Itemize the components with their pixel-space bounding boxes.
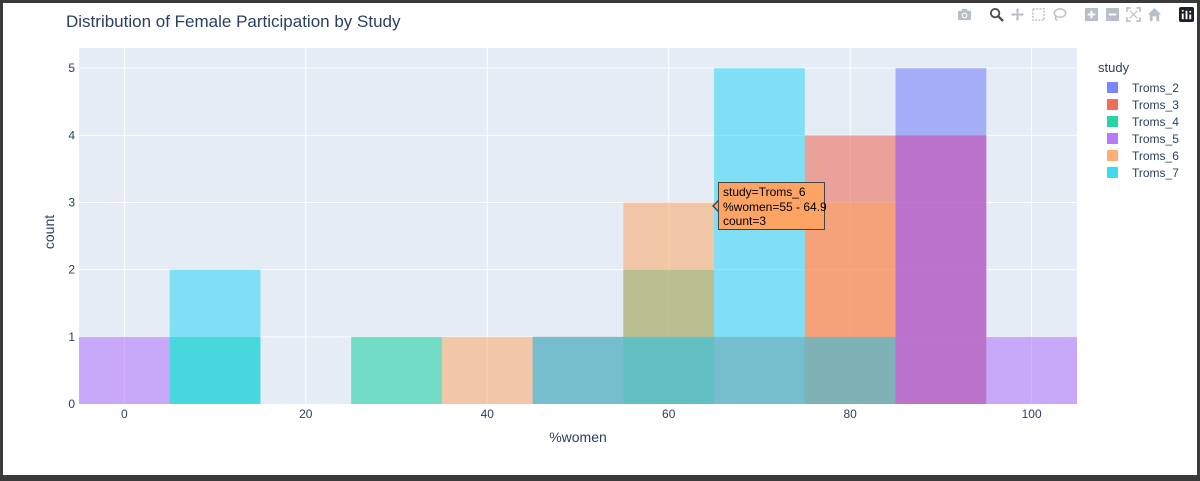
tooltip-count: count=3 bbox=[723, 214, 767, 228]
legend-label: Troms_7 bbox=[1132, 165, 1179, 180]
y-tick-label: 5 bbox=[68, 61, 75, 75]
box-select-icon[interactable] bbox=[1029, 5, 1047, 23]
tooltip-arrow-fill bbox=[714, 200, 720, 212]
legend: study Troms_2 Troms_3 Troms_4 Troms_5 Troms_… bbox=[1098, 60, 1179, 181]
y-axis-label: count bbox=[41, 215, 57, 249]
x-tick-label: 0 bbox=[121, 407, 128, 421]
legend-item-troms-2[interactable]: Troms_2 bbox=[1098, 79, 1179, 96]
bar-troms-7[interactable] bbox=[169, 269, 261, 404]
legend-swatch bbox=[1107, 133, 1118, 144]
pan-icon[interactable] bbox=[1008, 5, 1026, 23]
modebar bbox=[955, 5, 1195, 23]
legend-swatch bbox=[1107, 99, 1118, 110]
tooltip-study: study=Troms_6 bbox=[723, 185, 806, 199]
legend-item-troms-7[interactable]: Troms_7 bbox=[1098, 164, 1179, 181]
legend-swatch bbox=[1107, 150, 1118, 161]
legend-item-troms-3[interactable]: Troms_3 bbox=[1098, 96, 1179, 113]
bar-troms-6[interactable] bbox=[441, 336, 533, 404]
bar-troms-7[interactable] bbox=[532, 336, 624, 404]
x-axis-label: %women bbox=[549, 429, 607, 445]
chart-title: Distribution of Female Participation by … bbox=[66, 12, 401, 31]
autoscale-icon[interactable] bbox=[1124, 5, 1142, 23]
bar-troms-5[interactable] bbox=[986, 336, 1077, 404]
x-tick-label: 80 bbox=[844, 407, 858, 421]
y-tick-label: 0 bbox=[68, 397, 75, 411]
legend-swatch bbox=[1107, 82, 1118, 93]
lasso-icon[interactable] bbox=[1050, 5, 1068, 23]
bar-troms-5[interactable] bbox=[79, 336, 170, 404]
y-tick-label: 1 bbox=[68, 330, 75, 344]
y-tick-label: 2 bbox=[68, 263, 75, 277]
legend-item-troms-6[interactable]: Troms_6 bbox=[1098, 147, 1179, 164]
hover-tooltip: study=Troms_6 %women=55 - 64.9 count=3 bbox=[718, 182, 827, 230]
legend-label: Troms_6 bbox=[1132, 148, 1179, 163]
zoom-out-icon[interactable] bbox=[1103, 5, 1121, 23]
plotly-logo-icon[interactable] bbox=[1177, 5, 1195, 23]
legend-item-troms-4[interactable]: Troms_4 bbox=[1098, 113, 1179, 130]
legend-label: Troms_4 bbox=[1132, 114, 1179, 129]
tooltip-range: %women=55 - 64.9 bbox=[723, 199, 827, 214]
reset-axes-icon[interactable] bbox=[1145, 5, 1163, 23]
bar-troms-4[interactable] bbox=[351, 336, 442, 404]
legend-label: Troms_5 bbox=[1132, 131, 1179, 146]
bar-troms-7[interactable] bbox=[623, 336, 715, 404]
x-tick-label: 20 bbox=[299, 407, 313, 421]
bar-troms-7[interactable] bbox=[714, 68, 805, 404]
x-tick-label: 40 bbox=[481, 407, 495, 421]
zoom-icon[interactable] bbox=[987, 5, 1005, 23]
x-tick-label: 60 bbox=[662, 407, 676, 421]
legend-swatch bbox=[1107, 116, 1118, 127]
bar-troms-5[interactable] bbox=[895, 135, 987, 405]
legend-swatch bbox=[1107, 167, 1118, 178]
legend-label: Troms_2 bbox=[1132, 80, 1179, 95]
y-tick-label: 4 bbox=[68, 128, 75, 142]
camera-icon[interactable] bbox=[955, 5, 973, 23]
bar-troms-7[interactable] bbox=[804, 336, 896, 404]
legend-item-troms-5[interactable]: Troms_5 bbox=[1098, 130, 1179, 147]
zoom-in-icon[interactable] bbox=[1082, 5, 1100, 23]
x-tick-label: 100 bbox=[1022, 407, 1042, 421]
y-tick-label: 3 bbox=[68, 195, 75, 209]
legend-label: Troms_3 bbox=[1132, 97, 1179, 112]
legend-title: study bbox=[1098, 60, 1130, 75]
